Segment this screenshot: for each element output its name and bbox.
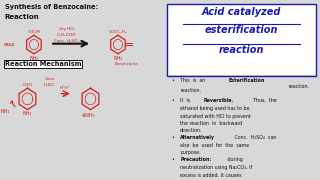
Text: Esterification: Esterification — [228, 78, 265, 83]
Text: reaction.: reaction. — [180, 88, 201, 93]
Text: saturated with HCl to prevent: saturated with HCl to prevent — [180, 114, 251, 118]
Text: •: • — [171, 157, 174, 162]
Text: C₂H₅COH: C₂H₅COH — [57, 33, 76, 37]
Text: reaction: reaction — [219, 45, 264, 55]
Text: COOC₂H₅: COOC₂H₅ — [109, 30, 127, 34]
Text: This  is  an: This is an — [180, 78, 208, 83]
Text: •: • — [171, 78, 174, 83]
Text: Conc.  H₂SO₄  can: Conc. H₂SO₄ can — [233, 135, 276, 140]
Text: H₂SO₄: H₂SO₄ — [44, 83, 56, 87]
Text: NH₂: NH₂ — [29, 56, 39, 61]
FancyArrowPatch shape — [10, 101, 15, 107]
Text: ethanol being used has to be: ethanol being used has to be — [180, 106, 250, 111]
Text: H⁺: H⁺ — [63, 94, 68, 98]
Text: Conc. H₂SO₄: Conc. H₂SO₄ — [54, 39, 79, 42]
Text: •: • — [171, 135, 174, 140]
Text: Conc.: Conc. — [44, 77, 56, 81]
Text: •: • — [171, 98, 174, 103]
Text: Reaction: Reaction — [5, 14, 39, 20]
Text: NH₂: NH₂ — [1, 109, 10, 114]
Text: COOH: COOH — [28, 30, 40, 34]
Text: Reaction Mechanism: Reaction Mechanism — [5, 62, 82, 68]
Text: neutralization using Na₂CO₃, if: neutralization using Na₂CO₃, if — [180, 165, 252, 170]
Text: esterification: esterification — [205, 26, 278, 35]
Text: also  be  used  for  the  same: also be used for the same — [180, 143, 249, 148]
Text: NH₂: NH₂ — [113, 56, 123, 61]
Text: Precaution:: Precaution: — [180, 157, 212, 162]
Text: reaction.: reaction. — [288, 78, 309, 89]
Text: Reversible.: Reversible. — [204, 98, 234, 103]
Text: purpose.: purpose. — [180, 150, 201, 155]
Text: dry HCl: dry HCl — [59, 27, 74, 31]
Text: Alternatively: Alternatively — [180, 135, 215, 140]
FancyBboxPatch shape — [167, 4, 316, 76]
Text: Acid catalyzed: Acid catalyzed — [202, 7, 281, 17]
Text: PABA: PABA — [4, 42, 15, 47]
Text: H⁺H⁺: H⁺H⁺ — [60, 86, 71, 90]
Text: Synthesis of Benzocaine:: Synthesis of Benzocaine: — [5, 4, 98, 10]
Text: ⊕NH₃: ⊕NH₃ — [82, 113, 96, 118]
Text: direction.: direction. — [180, 129, 203, 134]
Text: It  is: It is — [180, 98, 193, 103]
Text: during: during — [226, 157, 243, 162]
Text: NH₂: NH₂ — [23, 111, 32, 116]
Text: the reaction  in  backward: the reaction in backward — [180, 121, 242, 126]
Text: Thus,  the: Thus, the — [250, 98, 277, 103]
Text: COO: COO — [23, 83, 32, 87]
Text: Benzocaine: Benzocaine — [114, 62, 138, 66]
Text: excess is added, it causes: excess is added, it causes — [180, 172, 242, 177]
